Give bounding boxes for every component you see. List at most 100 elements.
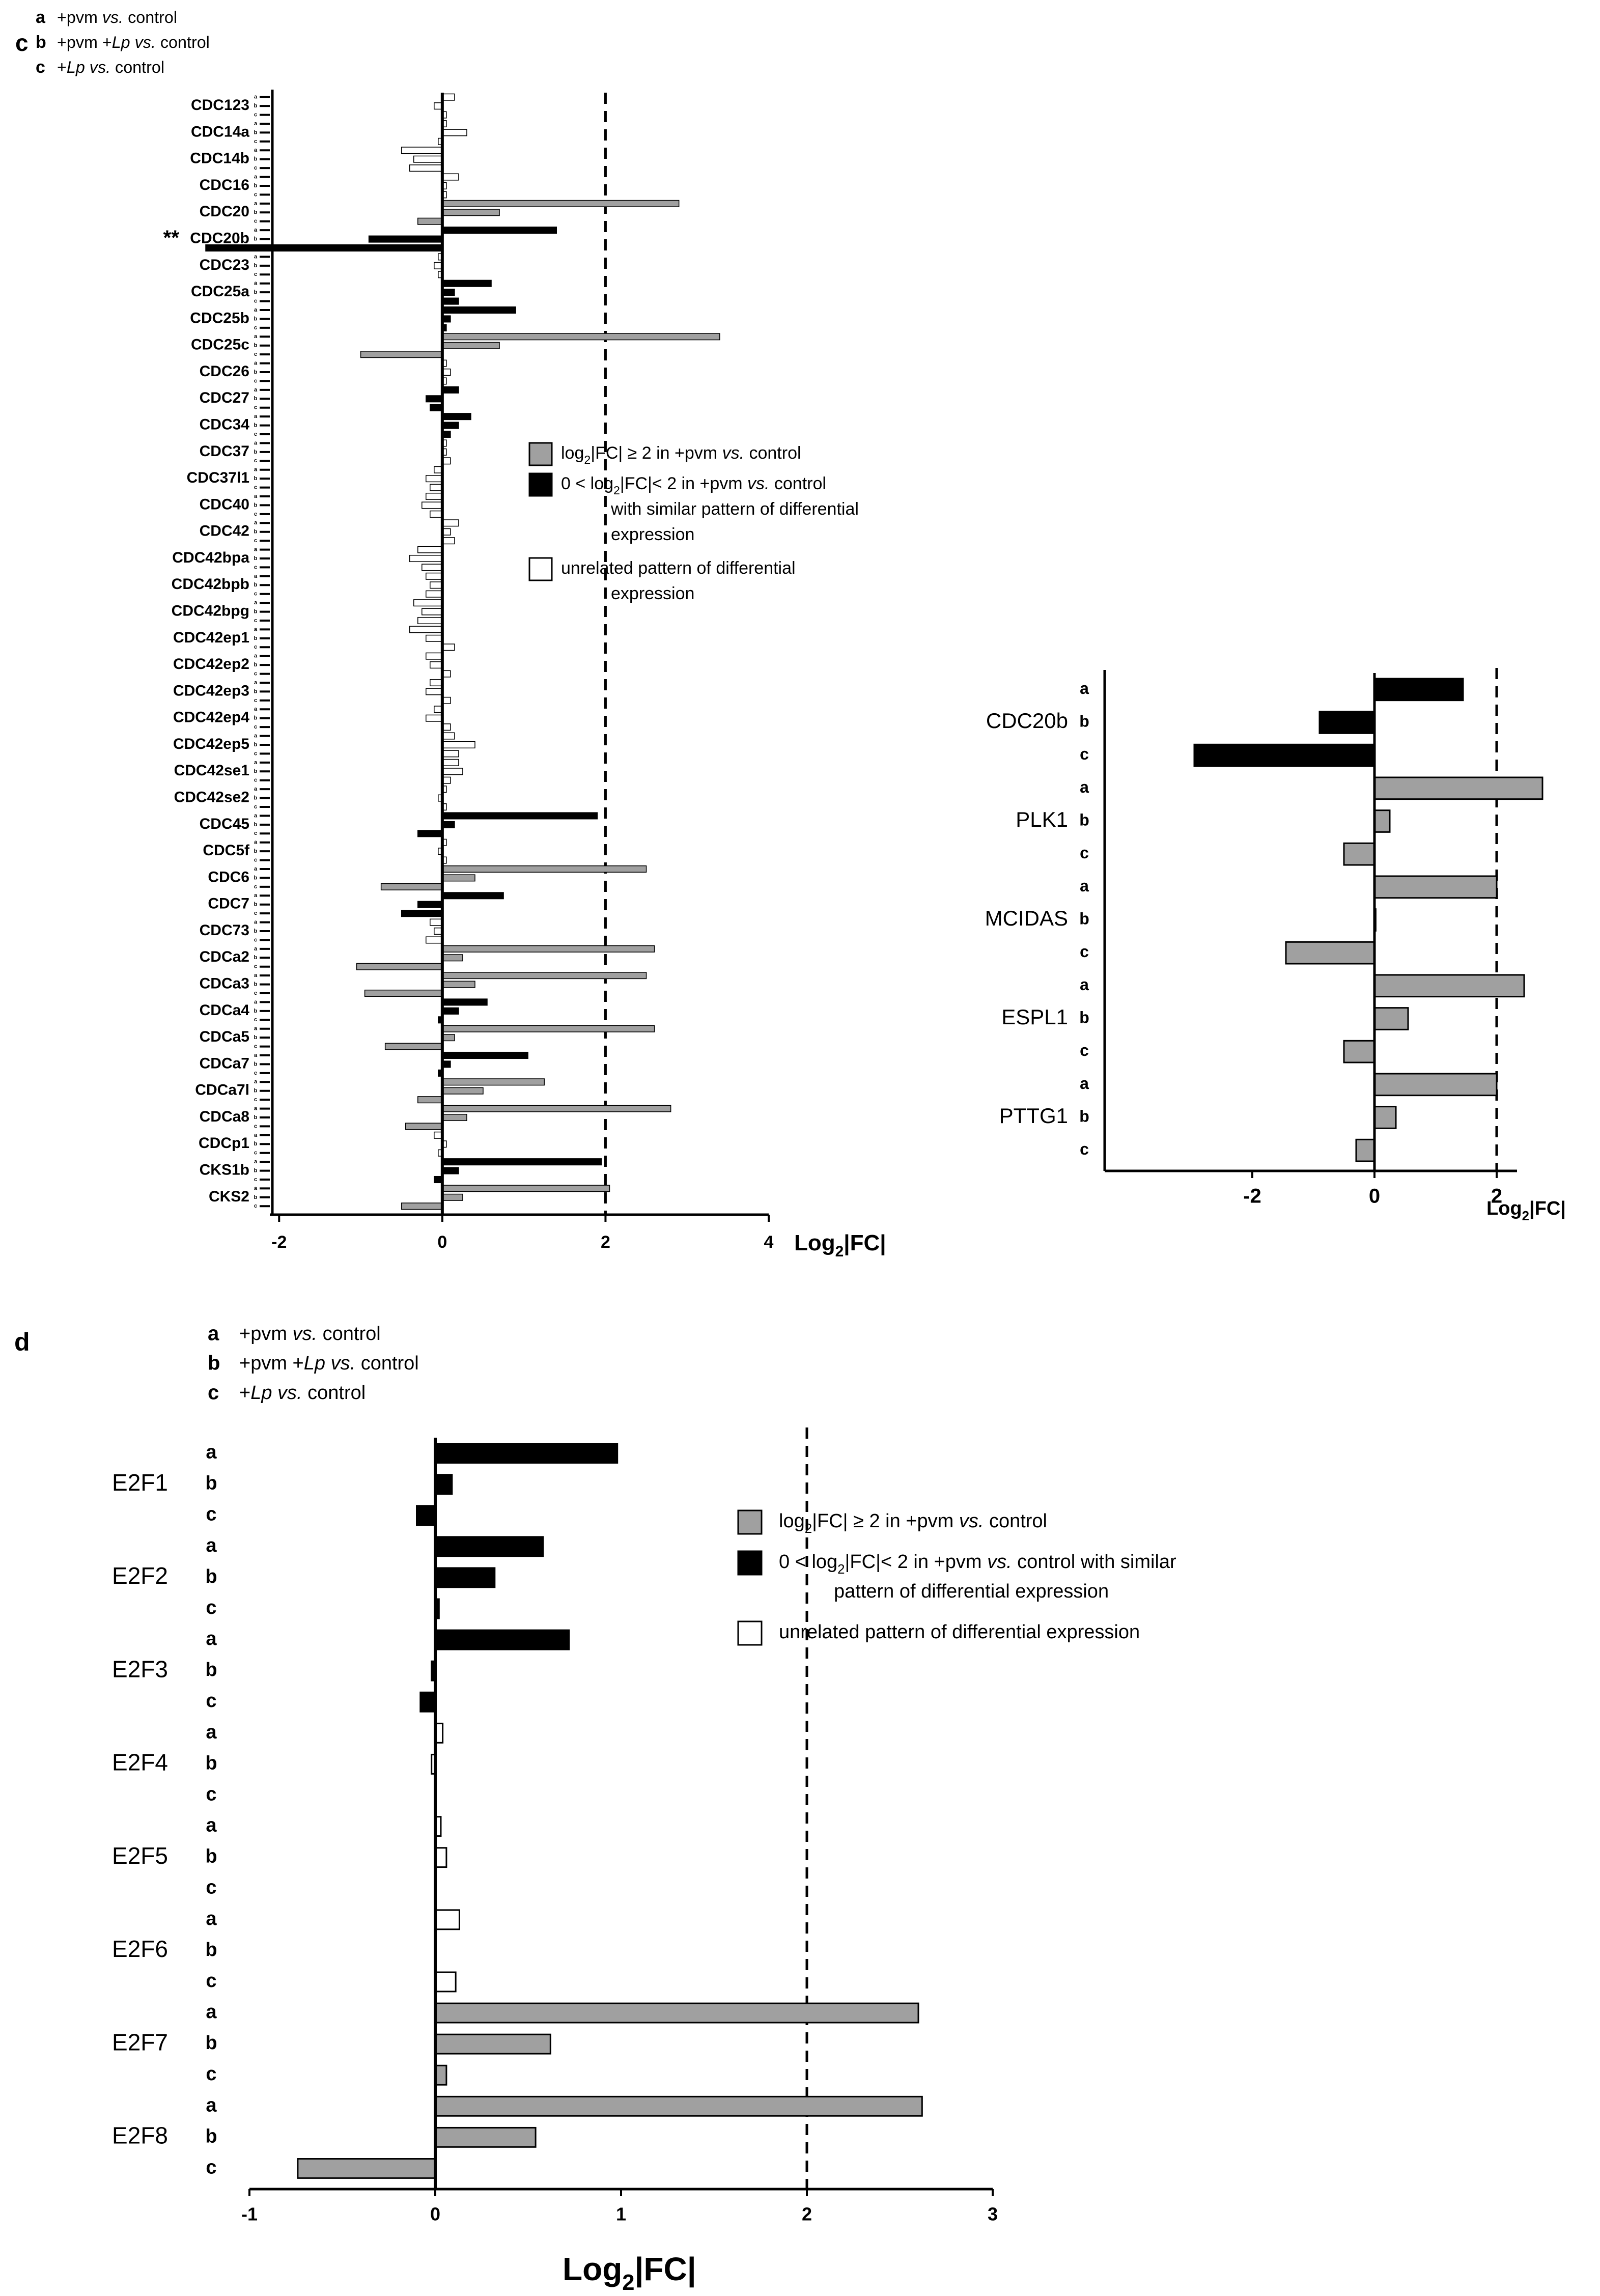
sub-label: c xyxy=(254,1123,257,1129)
sub-label: b xyxy=(254,928,258,934)
bar xyxy=(1373,809,1391,833)
text-run: vs. xyxy=(747,474,769,493)
bar xyxy=(442,386,459,394)
sub-label: c xyxy=(254,191,257,198)
text-run: control xyxy=(355,1353,419,1374)
legend-text: unrelated pattern of differential xyxy=(561,558,796,578)
sub-label: a xyxy=(254,1105,258,1111)
sub-label: c xyxy=(254,511,257,517)
bar xyxy=(442,422,459,429)
sub-label: b xyxy=(254,875,258,881)
sub-label: a xyxy=(254,706,258,712)
sub-label: b xyxy=(254,129,258,135)
gene-group: abc CDC42ep4 xyxy=(173,706,451,731)
gene-group: abc E2F1 xyxy=(112,1442,619,1526)
bar xyxy=(1373,776,1543,800)
bar xyxy=(442,972,647,979)
sub-label: b xyxy=(254,289,258,295)
sub-label: b xyxy=(254,955,258,961)
bar xyxy=(384,1043,443,1050)
text-run: 0 < xyxy=(779,1551,811,1573)
bar xyxy=(416,1505,436,1526)
bar xyxy=(442,1167,459,1174)
sub-label: b xyxy=(254,582,258,588)
gene-group: abc E2F7 xyxy=(112,2001,919,2086)
x-tick-label: 3 xyxy=(988,2204,998,2225)
bar xyxy=(1343,1040,1376,1063)
gene-group: abc MCIDAS xyxy=(985,875,1498,965)
legend-swatch xyxy=(528,472,553,497)
sub-label: c xyxy=(254,325,257,331)
text-run xyxy=(130,33,135,51)
bar xyxy=(434,1443,619,1464)
bar xyxy=(1373,678,1464,702)
bar xyxy=(413,155,443,163)
text-run: 2 xyxy=(1522,1209,1529,1223)
gene-label: CDC42bpb xyxy=(172,576,249,593)
sub-label: c xyxy=(206,1597,216,1618)
gene-group: abc CDC20b ** xyxy=(163,226,557,252)
bar xyxy=(364,989,443,997)
sub-label: c xyxy=(254,910,257,916)
sub-label: c xyxy=(254,591,257,597)
bar xyxy=(442,750,459,758)
gene-group: abc CDC6 xyxy=(208,865,647,890)
key-text: +Lp vs. control xyxy=(57,58,164,76)
sub-label: a xyxy=(254,813,258,819)
text-run: control xyxy=(110,58,164,76)
sub-label: a xyxy=(1080,877,1089,895)
x-tick-label: 2 xyxy=(802,2204,812,2225)
text-run: |FC| xyxy=(1529,1198,1566,1219)
sub-label: a xyxy=(254,760,258,766)
bar xyxy=(442,1113,467,1122)
text-run: 2 xyxy=(613,484,620,497)
text-run: + xyxy=(239,1382,250,1404)
sub-label: b xyxy=(1079,1107,1089,1125)
sub-label: c xyxy=(206,1783,216,1805)
bar xyxy=(422,564,443,571)
legend-text: with similar pattern of differential xyxy=(610,499,859,519)
bar xyxy=(409,164,443,172)
sub-label: c xyxy=(254,884,257,890)
sub-label: c xyxy=(254,405,257,411)
sub-label: b xyxy=(254,768,258,774)
gene-label: CDC42bpa xyxy=(172,549,249,566)
sub-label: a xyxy=(254,1159,258,1165)
text-run: Log xyxy=(794,1230,835,1255)
text-run: |FC|< 2 in +pvm xyxy=(620,474,747,493)
legend-text: pattern of differential expression xyxy=(834,1581,1109,1602)
gene-label: CDC73 xyxy=(200,922,249,939)
sub-label: c xyxy=(254,538,257,544)
x-tick-label: 0 xyxy=(1369,1185,1380,1208)
text-run: Lp xyxy=(67,58,85,76)
bar xyxy=(442,333,720,341)
legend-text: expression xyxy=(611,525,694,544)
gene-group: abc CDC45 xyxy=(200,812,598,837)
bar xyxy=(434,2002,919,2024)
sub-label: b xyxy=(254,1167,258,1173)
sub-label: b xyxy=(205,2032,217,2054)
key-letter: c xyxy=(36,58,45,77)
sub-label: a xyxy=(206,1908,217,1929)
bar xyxy=(434,1536,544,1557)
panel-letter-c: c xyxy=(15,30,29,56)
gene-label: CDCa8 xyxy=(200,1108,249,1125)
sub-label: c xyxy=(254,218,257,225)
sub-label: b xyxy=(254,1114,258,1121)
text-run: |FC| ≥ 2 in +pvm xyxy=(812,1510,959,1532)
sub-label: b xyxy=(254,529,258,535)
sub-label: c xyxy=(254,111,257,118)
sub-label: c xyxy=(254,777,257,783)
bar xyxy=(368,235,443,243)
sub-label: b xyxy=(254,183,258,189)
sub-label: a xyxy=(254,520,258,526)
sub-label: c xyxy=(254,937,257,943)
sub-label: a xyxy=(254,360,258,366)
bar xyxy=(434,2095,923,2117)
sub-label: c xyxy=(254,484,257,490)
sub-label: b xyxy=(1079,1008,1089,1026)
bar xyxy=(442,519,459,527)
bar xyxy=(409,626,443,633)
x-tick-label: 2 xyxy=(601,1233,610,1252)
bar xyxy=(1193,743,1376,767)
